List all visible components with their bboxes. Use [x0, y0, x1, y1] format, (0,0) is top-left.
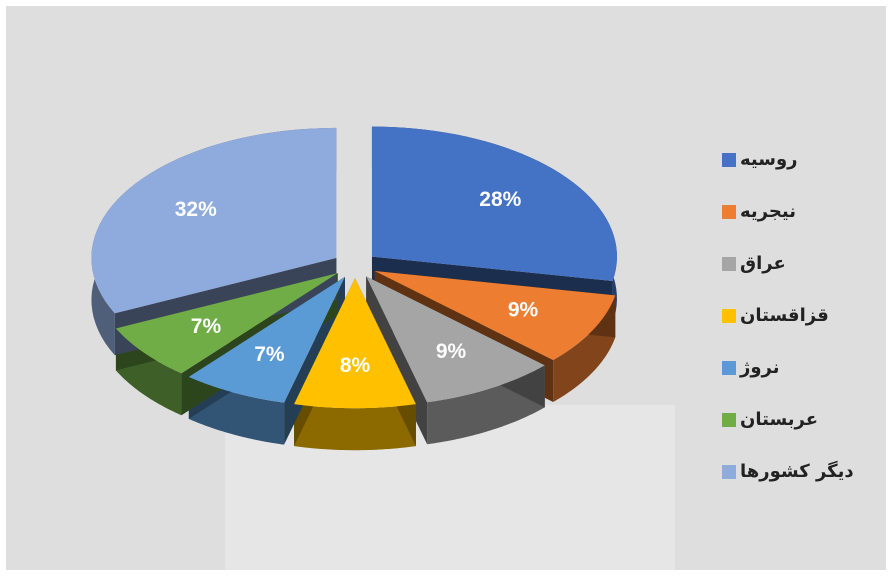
- slice: [366, 276, 545, 403]
- slice-side: [294, 404, 416, 451]
- value-label: 7%: [191, 315, 222, 338]
- legend-label: روسیه: [740, 149, 798, 170]
- value-label: 9%: [436, 340, 467, 363]
- legend-swatch: [722, 205, 736, 219]
- legend-swatch: [722, 153, 736, 167]
- value-label: 32%: [175, 198, 217, 221]
- value-label: 8%: [340, 354, 371, 377]
- slice: [115, 273, 338, 374]
- legend-swatch: [722, 465, 736, 479]
- legend-swatch: [722, 309, 736, 323]
- slice: [294, 278, 416, 409]
- legend-label: نیجریه: [740, 201, 796, 222]
- value-label: 28%: [479, 188, 521, 211]
- legend-label: قزاقستان: [740, 305, 829, 326]
- value-label: 7%: [254, 343, 285, 366]
- legend-label: دیگر کشورها: [740, 460, 854, 482]
- pie: 28% 9% 9% 8% 7% 7% 32%: [91, 126, 617, 451]
- legend-label: نروژ: [739, 357, 780, 378]
- legend: روسیه نیجریه عراق قزاقستان نروژ عربستان دیگر ک…: [722, 149, 854, 482]
- slice: [91, 127, 337, 314]
- slice-side: [553, 295, 616, 402]
- legend-swatch: [722, 413, 736, 427]
- legend-label: عراق: [740, 253, 786, 274]
- legend-swatch: [722, 257, 736, 271]
- legend-label: عربستان: [740, 409, 818, 430]
- legend-swatch: [722, 361, 736, 375]
- value-label: 9%: [508, 299, 539, 322]
- slice: [188, 276, 346, 403]
- slice: [371, 126, 617, 281]
- slice: [374, 270, 616, 360]
